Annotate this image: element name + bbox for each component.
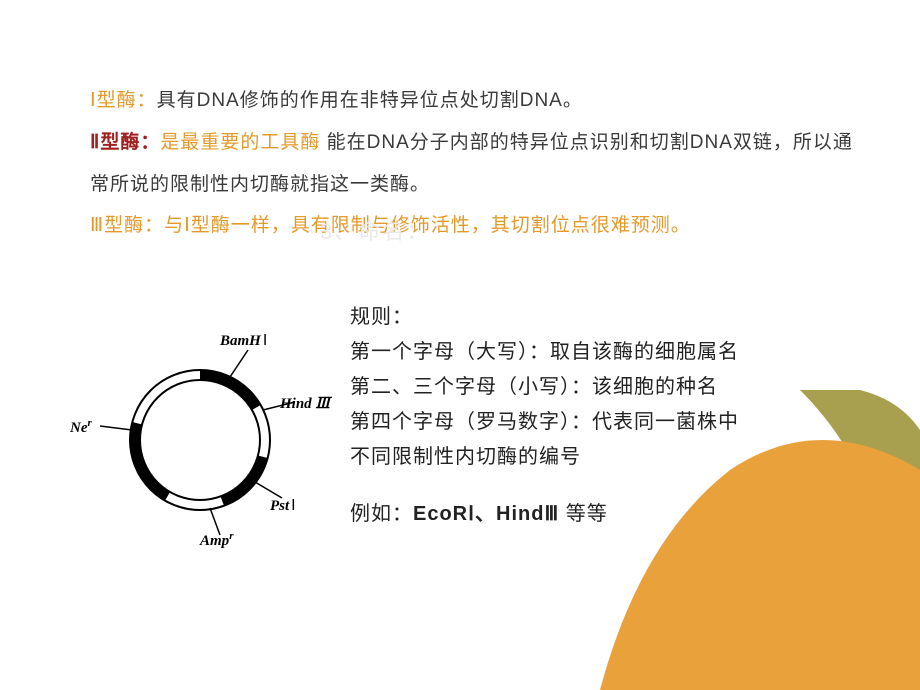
example-bold: EcoRⅠ、HindⅢ [413, 503, 559, 525]
watermark-text: 3、命名： [320, 214, 430, 246]
example-prefix: 例如： [350, 503, 413, 525]
rules-block: 规则： 第一个字母（大写）：取自该酶的细胞属名 第二、三个字母（小写）：该细胞的… [350, 300, 870, 532]
type1-paragraph: Ⅰ型酶：具有DNA修饰的作用在非特异位点处切割DNA。 [90, 80, 860, 122]
type3-label: Ⅲ型酶： [90, 215, 164, 236]
svg-text:Ner: Ner [70, 417, 93, 436]
svg-text:PstⅠ: PstⅠ [270, 498, 296, 514]
diagram-label-pst-suffix: Ⅰ [291, 498, 295, 514]
rules-example: 例如：EcoRⅠ、HindⅢ 等等 [350, 497, 870, 532]
svg-text:BamHⅠ: BamHⅠ [219, 333, 267, 349]
rules-line4: 不同限制性内切酶的编号 [350, 440, 870, 475]
example-suffix: 等等 [559, 503, 608, 525]
type3-paragraph: Ⅲ型酶：与Ⅰ型酶一样，具有限制与修饰活性，其切割位点很难预测。 [90, 205, 860, 247]
diagram-label-pst: Pst [270, 498, 290, 514]
svg-text:Ampr: Ampr [199, 530, 234, 549]
plasmid-diagram: BamHⅠ Hind Ⅲ PstⅠ Ampr Ner [70, 320, 340, 550]
type2-paragraph: Ⅱ型酶：是最重要的工具酶 能在DNA分子内部的特异位点识别和切割DNA双链，所以… [90, 122, 860, 206]
diagram-label-ne: Ne [70, 420, 88, 436]
type1-label: Ⅰ型酶： [90, 90, 157, 111]
diagram-label-amp-sup: r [229, 530, 234, 542]
diagram-label-bamh: BamH [219, 333, 262, 349]
diagram-label-bamh-suffix: Ⅰ [263, 333, 267, 349]
type2-label: Ⅱ型酶： [90, 132, 160, 153]
diagram-label-amp: Amp [199, 533, 230, 549]
rules-line2: 第二、三个字母（小写）：该细胞的种名 [350, 370, 870, 405]
rules-line3: 第四个字母（罗马数字）：代表同一菌株中 [350, 405, 870, 440]
rules-heading: 规则： [350, 300, 870, 335]
type2-text-a: 是最重要的工具酶 [160, 132, 326, 153]
diagram-label-ne-sup: r [88, 417, 93, 429]
rules-line1: 第一个字母（大写）：取自该酶的细胞属名 [350, 335, 870, 370]
slide: 3、命名： Ⅰ型酶：具有DNA修饰的作用在非特异位点处切割DNA。 Ⅱ型酶：是最… [0, 0, 920, 690]
type1-text: 具有DNA修饰的作用在非特异位点处切割DNA。 [157, 90, 583, 111]
diagram-label-hind: Hind Ⅲ [279, 396, 332, 412]
